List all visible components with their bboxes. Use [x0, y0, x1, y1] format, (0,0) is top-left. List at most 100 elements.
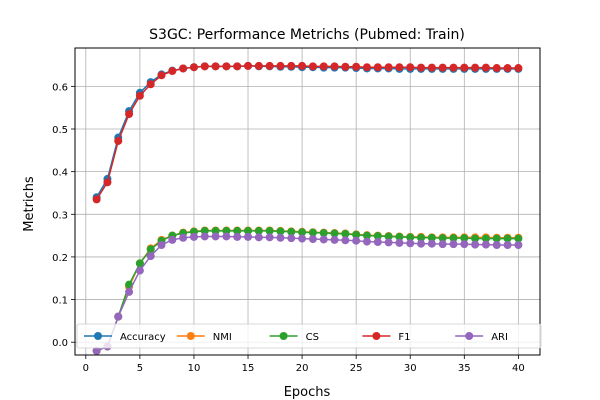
data-point-ari [287, 234, 296, 243]
plot-frame [74, 47, 541, 356]
data-point-f1 [168, 67, 177, 76]
legend-label-ari: ARI [491, 332, 508, 343]
data-point-f1 [481, 63, 490, 72]
data-point-cs [427, 233, 436, 242]
data-point-f1 [308, 62, 317, 71]
axis-ticks: 0 5 10 15 20 25 30 35 40 0.0 0.1 0.2 0.3 0.4 0.5 0.6 [52, 82, 525, 374]
data-point-ari [449, 240, 458, 249]
data-point-f1 [438, 63, 447, 72]
data-point-ari [298, 234, 307, 243]
data-point-f1 [222, 62, 231, 71]
data-point-cs [417, 233, 426, 242]
series-f1 [92, 61, 523, 204]
data-point-cs [287, 227, 296, 236]
data-point-f1 [362, 63, 371, 72]
data-point-cs [406, 233, 415, 242]
data-point-ari [406, 239, 415, 248]
data-point-f1 [287, 61, 296, 70]
legend-item-nmi: NMI [176, 332, 232, 343]
data-point-ari [460, 240, 469, 249]
x-tick-label: 40 [512, 363, 525, 374]
data-point-cs [265, 226, 274, 235]
data-point-f1 [503, 64, 512, 73]
legend: Accuracy NMI CS F1 ARI [76, 323, 542, 349]
data-point-cs [146, 245, 155, 254]
data-point-f1 [298, 61, 307, 70]
data-point-ari [373, 238, 382, 247]
data-point-cs [308, 228, 317, 237]
data-point-f1 [449, 63, 458, 72]
data-point-ari [244, 232, 253, 241]
series-line-f1 [95, 65, 519, 200]
data-point-ari [211, 232, 220, 241]
data-point-ari [233, 232, 242, 241]
legend-marker-cs [279, 332, 288, 340]
data-point-f1 [233, 62, 242, 71]
series-line-cs [96, 230, 519, 352]
data-point-ari [492, 240, 501, 249]
legend-box [76, 323, 542, 349]
data-point-f1 [417, 63, 426, 72]
data-point-f1 [492, 64, 501, 73]
data-point-f1 [189, 63, 198, 72]
data-point-f1 [254, 61, 263, 70]
data-point-ari [395, 238, 404, 247]
legend-label-f1: F1 [398, 332, 410, 343]
data-point-f1 [352, 62, 361, 71]
legend-label-cs: CS [306, 332, 319, 343]
y-tick-label: 0.0 [52, 338, 68, 349]
chart-title: S3GC: Performance Metrichs (Pubmed: Trai… [149, 27, 465, 43]
data-point-cs [438, 234, 447, 243]
data-point-cs [362, 231, 371, 240]
data-point-f1 [471, 63, 480, 72]
data-point-f1 [330, 62, 339, 71]
x-tick-label: 10 [188, 363, 201, 374]
data-point-f1 [114, 136, 123, 145]
data-point-ari [362, 237, 371, 246]
data-point-f1 [157, 71, 166, 80]
data-point-f1 [460, 63, 469, 72]
data-point-ari [222, 232, 231, 241]
data-point-ari [427, 239, 436, 248]
legend-item-cs: CS [269, 332, 319, 343]
legend-item-ari: ARI [455, 332, 508, 343]
data-point-cs [330, 229, 339, 238]
data-point-ari [417, 239, 426, 248]
data-point-f1 [135, 91, 144, 100]
data-point-f1 [125, 110, 134, 119]
data-point-ari [254, 233, 263, 242]
data-point-ari [471, 240, 480, 249]
data-point-f1 [103, 178, 112, 187]
data-point-ari [189, 232, 198, 241]
legend-label-nmi: NMI [213, 332, 232, 343]
y-tick-label: 0.3 [52, 210, 68, 221]
data-point-ari [265, 233, 274, 242]
y-tick-label: 0.6 [52, 82, 68, 93]
data-point-cs [298, 228, 307, 237]
data-point-cs [395, 232, 404, 241]
data-point-cs [460, 234, 469, 243]
legend-marker-ari [465, 332, 474, 340]
data-point-f1 [200, 62, 209, 71]
data-point-ari [352, 236, 361, 245]
data-point-cs [319, 229, 328, 238]
series-ari [92, 232, 523, 355]
data-point-f1 [395, 63, 404, 72]
data-point-cs [341, 229, 350, 238]
data-point-ari [438, 240, 447, 249]
data-point-ari [341, 236, 350, 245]
x-tick-label: 25 [350, 363, 363, 374]
legend-item-accuracy: Accuracy [84, 332, 166, 343]
x-tick-label: 0 [83, 363, 89, 374]
data-point-ari [179, 233, 188, 242]
data-point-cs [492, 234, 501, 243]
data-point-ari [146, 252, 155, 261]
data-point-cs [384, 232, 393, 241]
data-point-ari [276, 233, 285, 242]
data-point-ari [514, 240, 523, 249]
series-line-ari [96, 235, 519, 352]
x-axis-label: Epochs [284, 385, 331, 400]
data-point-cs [449, 234, 458, 243]
legend-marker-f1 [372, 332, 381, 340]
